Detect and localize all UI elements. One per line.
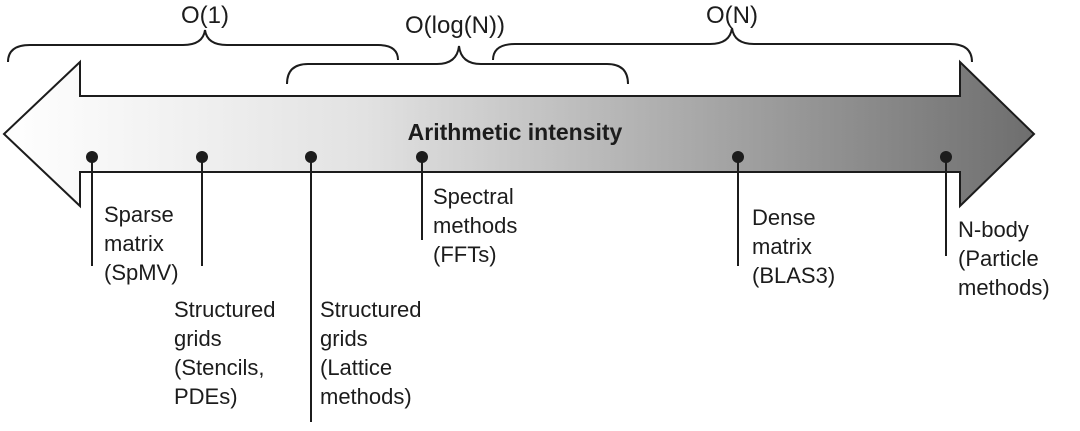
kernel-label-line: Structured <box>174 297 276 322</box>
kernel-label-line: (Stencils, <box>174 355 264 380</box>
complexity-label-o1: O(1) <box>181 2 229 29</box>
kernel-label-line: matrix <box>752 234 812 259</box>
kernel-label-line: (SpMV) <box>104 260 179 285</box>
kernel-label: Structured grids (Stencils, PDEs) <box>174 297 276 409</box>
kernel-label-line: methods) <box>320 384 412 409</box>
kernel-label-line: grids <box>320 326 368 351</box>
kernel-label-line: (BLAS3) <box>752 263 835 288</box>
double-arrow <box>2 59 1036 209</box>
axis-title: Arithmetic intensity <box>408 119 623 145</box>
kernel-label-line: Spectral <box>433 184 514 209</box>
kernel-label-line: PDEs) <box>174 384 238 409</box>
brace-ologn <box>286 45 629 85</box>
kernel-marker-dot <box>196 151 208 163</box>
kernel-label-line: methods <box>433 213 517 238</box>
kernel-label: Structured grids (Lattice methods) <box>320 297 422 409</box>
kernel-label-line: (FFTs) <box>433 242 497 267</box>
brace-o1 <box>7 29 399 63</box>
kernel-marker-dot <box>416 151 428 163</box>
kernel-marker-dot <box>86 151 98 163</box>
kernel-label: N-body (Particle methods) <box>958 217 1050 300</box>
kernel-label-line: (Particle <box>958 246 1039 271</box>
kernel-marker-dot <box>732 151 744 163</box>
kernel-label: Dense matrix (BLAS3) <box>752 205 835 288</box>
kernel-label-line: Dense <box>752 205 816 230</box>
kernel-label: Spectral methods (FFTs) <box>433 184 517 267</box>
kernel-label-line: matrix <box>104 231 164 256</box>
kernel-label-line: grids <box>174 326 222 351</box>
kernel-label: Sparse matrix (SpMV) <box>104 202 179 285</box>
kernel-marker-dot <box>940 151 952 163</box>
kernel-label-line: N-body <box>958 217 1029 242</box>
kernel-marker-dot <box>305 151 317 163</box>
complexity-label-ologn: O(log(N)) <box>405 12 505 39</box>
complexity-label-on: O(N) <box>706 2 758 29</box>
kernel-label-line: Sparse <box>104 202 174 227</box>
kernel-label-line: methods) <box>958 275 1050 300</box>
kernel-label-line: Structured <box>320 297 422 322</box>
kernel-label-line: (Lattice <box>320 355 392 380</box>
brace-on <box>492 27 973 63</box>
